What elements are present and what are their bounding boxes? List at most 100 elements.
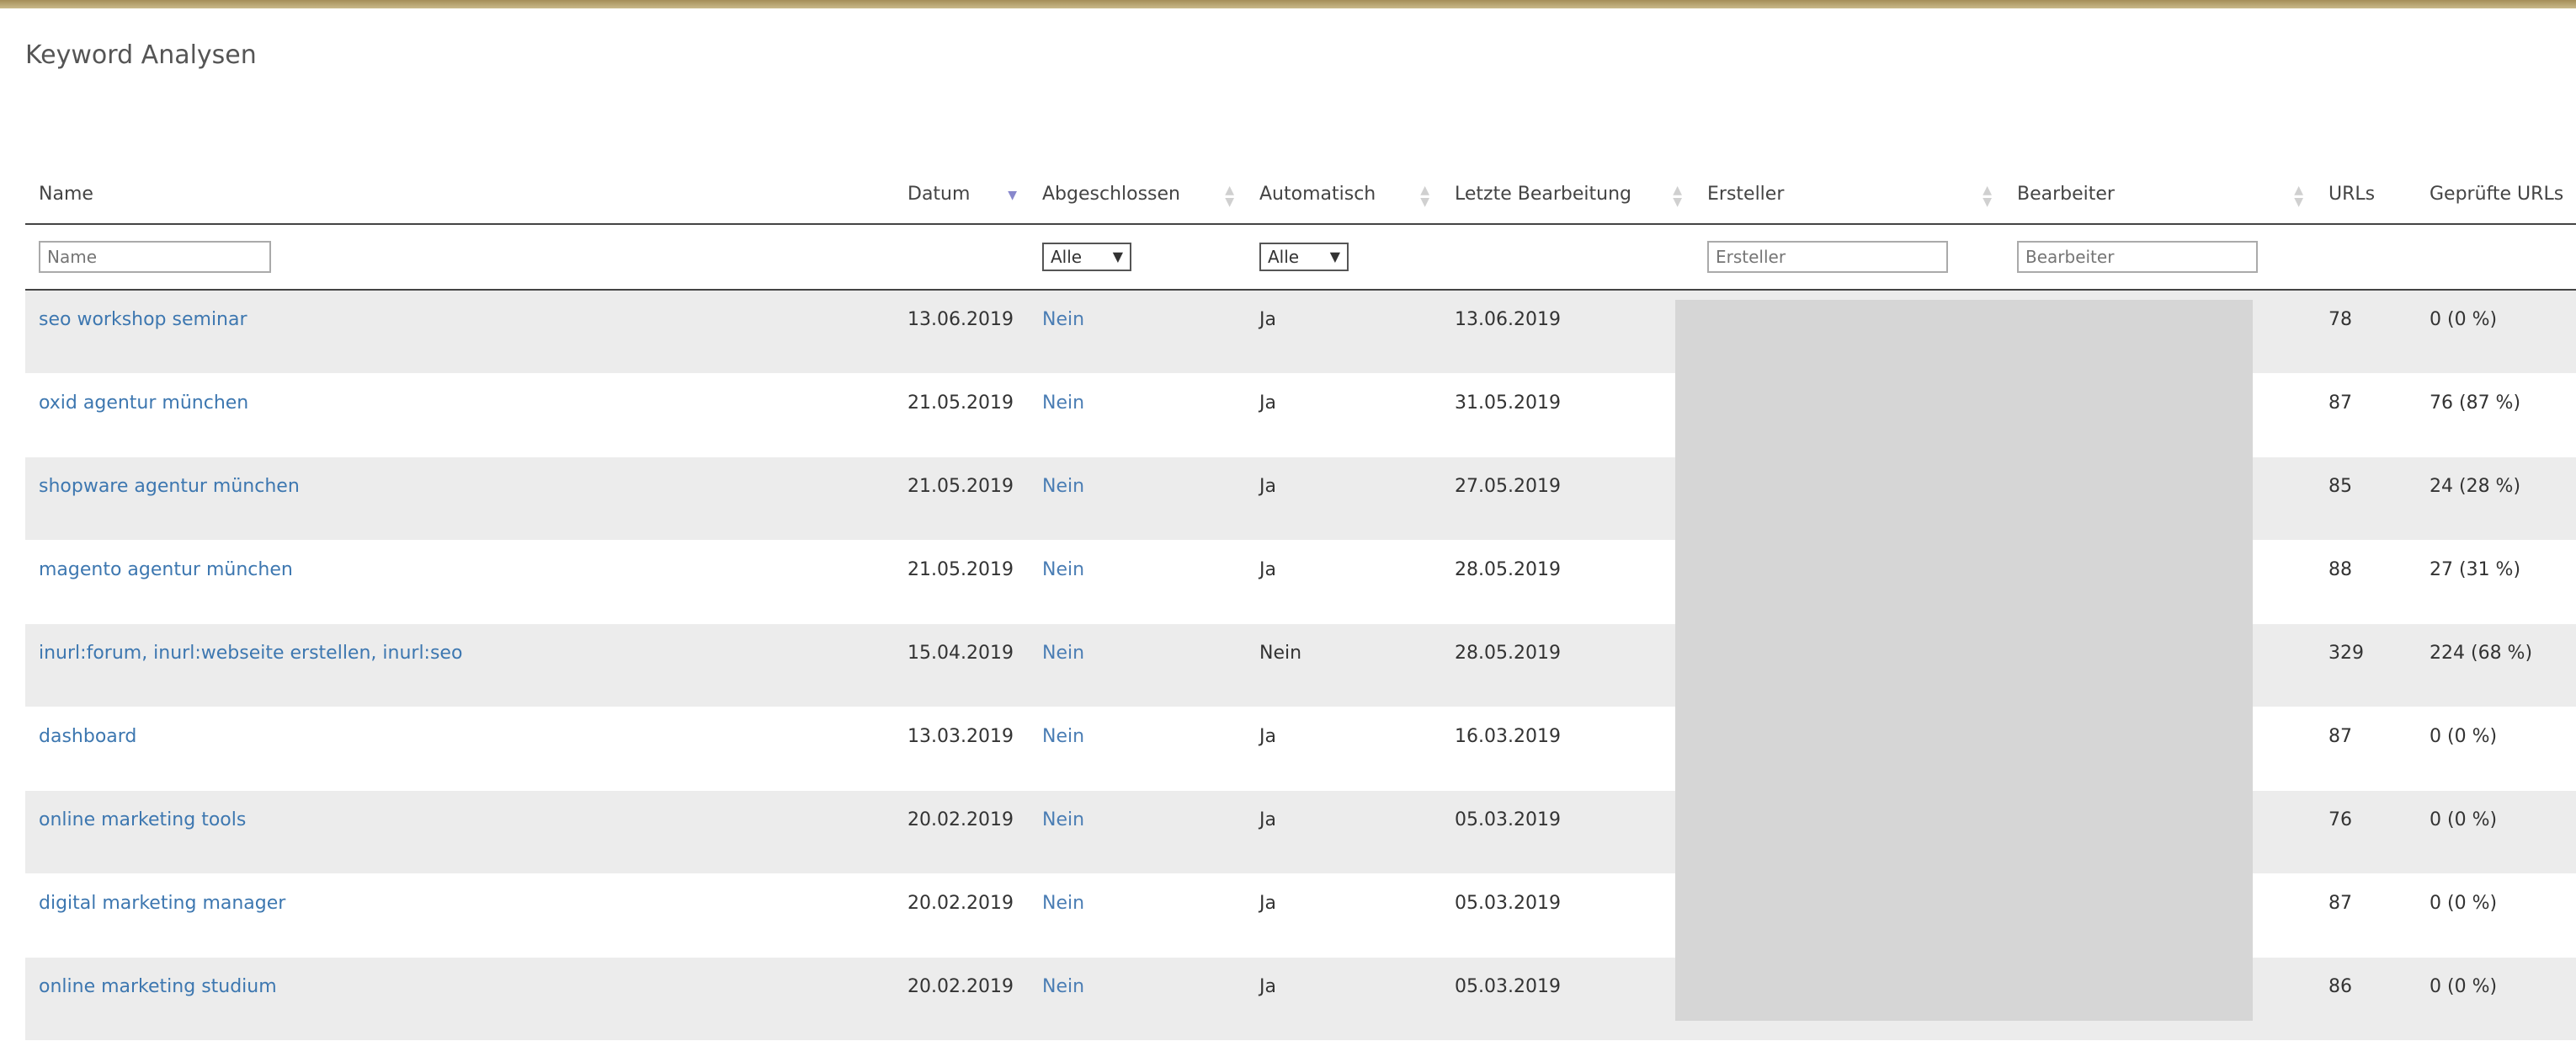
column-header-datum[interactable]: Datum ▼	[894, 164, 1029, 225]
top-accent-bar	[0, 0, 2576, 8]
keyword-analysis-link[interactable]: dashboard	[39, 725, 137, 747]
sort-both-icon[interactable]: ▲ ▼	[1983, 184, 1992, 209]
abgeschlossen-cell: Nein	[1042, 725, 1085, 747]
letzte-bearbeitung-cell: 05.03.2019	[1441, 957, 1694, 1041]
sort-both-icon[interactable]: ▲ ▼	[1225, 184, 1234, 209]
datum-cell: 21.05.2019	[894, 540, 1029, 624]
automatisch-cell: Ja	[1259, 309, 1276, 330]
automatisch-cell: Ja	[1259, 558, 1276, 580]
table-row[interactable]: online marketing tools 20.02.2019 Nein Ja 05…	[25, 790, 2576, 874]
filter-cell-empty	[894, 224, 1029, 291]
column-header-name[interactable]: Name	[25, 164, 894, 225]
datum-cell: 13.03.2019	[894, 707, 1029, 791]
column-header-gepruefte-urls[interactable]: Geprüfte URLs	[2416, 164, 2576, 225]
gepruefte-urls-cell: 0 (0 %)	[2430, 975, 2498, 997]
automatisch-cell: Ja	[1259, 975, 1276, 997]
ersteller-filter-input[interactable]	[1707, 241, 1948, 273]
column-header-urls[interactable]: URLs	[2315, 164, 2416, 225]
dropdown-arrow-icon: ▼	[1112, 248, 1123, 264]
automatisch-cell: Ja	[1246, 456, 1441, 541]
automatisch-filter-select[interactable]: Alle ▼	[1259, 243, 1349, 271]
keyword-analysis-link[interactable]: oxid agentur münchen	[39, 392, 249, 414]
gepruefte-urls-cell: 0 (0 %)	[2416, 290, 2576, 374]
column-header-bearbeiter[interactable]: Bearbeiter ▲ ▼	[2004, 164, 2315, 225]
letzte-bearbeitung-cell: 13.06.2019	[1441, 290, 1694, 374]
keyword-analysis-cell: seo workshop seminar	[25, 290, 894, 374]
sort-desc-icon[interactable]: ▼	[1008, 189, 1017, 202]
automatisch-cell: Ja	[1259, 475, 1276, 497]
automatisch-cell: Ja	[1246, 707, 1441, 791]
sort-both-icon[interactable]: ▲ ▼	[2294, 184, 2303, 209]
letzte-bearbeitung-cell: 28.05.2019	[1455, 642, 1561, 664]
automatisch-cell: Ja	[1259, 392, 1276, 414]
urls-cell: 88	[2329, 558, 2352, 580]
keyword-analysis-cell: digital marketing manager	[25, 873, 894, 958]
keyword-analysis-link[interactable]: magento agentur münchen	[39, 558, 293, 580]
column-header-automatisch[interactable]: Automatisch ▲ ▼	[1246, 164, 1441, 225]
column-header-ersteller[interactable]: Ersteller ▲ ▼	[1694, 164, 2004, 225]
letzte-bearbeitung-cell: 31.05.2019	[1441, 373, 1694, 457]
datum-cell: 13.06.2019	[894, 290, 1029, 374]
automatisch-cell: Ja	[1246, 873, 1441, 958]
datum-cell: 20.02.2019	[907, 975, 1014, 997]
abgeschlossen-cell: Nein	[1029, 873, 1246, 958]
datum-cell: 15.04.2019	[894, 623, 1029, 707]
abgeschlossen-cell: Nein	[1042, 475, 1085, 497]
abgeschlossen-cell: Nein	[1042, 558, 1085, 580]
filter-cell-empty	[2416, 224, 2576, 291]
column-header-abgeschlossen[interactable]: Abgeschlossen ▲ ▼	[1029, 164, 1246, 225]
keyword-analysis-link[interactable]: online marketing tools	[39, 809, 247, 830]
keyword-analysis-cell: online marketing studium	[25, 957, 894, 1041]
datum-cell: 21.05.2019	[894, 456, 1029, 541]
urls-cell: 87	[2315, 373, 2416, 457]
letzte-bearbeitung-cell: 16.03.2019	[1441, 707, 1694, 791]
keyword-analysis-link[interactable]: digital marketing manager	[39, 892, 286, 914]
column-header-letzte-bearbeitung[interactable]: Letzte Bearbeitung ▲ ▼	[1441, 164, 1694, 225]
table-row[interactable]: digital marketing manager 20.02.2019 Nein J…	[25, 873, 2576, 958]
filter-cell-bearbeiter	[2004, 224, 2315, 291]
name-filter-input[interactable]	[39, 241, 271, 273]
keyword-analysis-link[interactable]: shopware agentur münchen	[39, 475, 300, 497]
keyword-analysis-link[interactable]: online marketing studium	[39, 975, 277, 997]
column-header-label: Ersteller	[1707, 183, 1785, 205]
urls-cell: 85	[2315, 456, 2416, 541]
automatisch-cell: Ja	[1259, 725, 1276, 747]
abgeschlossen-cell: Nein	[1029, 540, 1246, 624]
column-header-label: Bearbeiter	[2017, 183, 2115, 205]
filter-cell-name	[25, 224, 894, 291]
column-header-label: URLs	[2329, 183, 2376, 205]
abgeschlossen-filter-select[interactable]: Alle ▼	[1042, 243, 1131, 271]
abgeschlossen-cell: Nein	[1029, 456, 1246, 541]
letzte-bearbeitung-cell: 05.03.2019	[1455, 975, 1561, 997]
keyword-analysis-link[interactable]: inurl:forum, inurl:webseite erstellen, i…	[39, 642, 463, 664]
select-value: Alle	[1051, 247, 1083, 267]
urls-cell: 78	[2315, 290, 2416, 374]
sort-both-icon[interactable]: ▲ ▼	[1673, 184, 1682, 209]
column-header-label: Name	[39, 183, 93, 205]
abgeschlossen-cell: Nein	[1042, 975, 1085, 997]
keyword-analysis-cell: dashboard	[25, 707, 894, 791]
filter-cell-empty	[2315, 224, 2416, 291]
gepruefte-urls-cell: 27 (31 %)	[2430, 558, 2521, 580]
urls-cell: 87	[2315, 873, 2416, 958]
abgeschlossen-cell: Nein	[1029, 957, 1246, 1041]
datum-cell: 20.02.2019	[894, 873, 1029, 958]
gepruefte-urls-cell: 76 (87 %)	[2416, 373, 2576, 457]
table-row[interactable]: shopware agentur münchen 21.05.2019 Nein Ja…	[25, 456, 2576, 541]
abgeschlossen-cell: Nein	[1042, 309, 1085, 330]
keyword-analysis-link[interactable]: seo workshop seminar	[39, 309, 247, 330]
abgeschlossen-cell: Nein	[1042, 392, 1085, 414]
gepruefte-urls-cell: 0 (0 %)	[2416, 707, 2576, 791]
abgeschlossen-cell: Nein	[1042, 809, 1085, 830]
urls-cell: 87	[2329, 725, 2352, 747]
automatisch-cell: Ja	[1246, 373, 1441, 457]
filter-cell-ersteller	[1694, 224, 2004, 291]
bearbeiter-filter-input[interactable]	[2017, 241, 2258, 273]
letzte-bearbeitung-cell: 27.05.2019	[1455, 475, 1561, 497]
keyword-analysis-cell: magento agentur münchen	[25, 540, 894, 624]
letzte-bearbeitung-cell: 28.05.2019	[1455, 558, 1561, 580]
filter-cell-abgeschlossen: Alle ▼	[1029, 224, 1246, 291]
letzte-bearbeitung-cell: 28.05.2019	[1441, 623, 1694, 707]
urls-cell: 85	[2329, 475, 2352, 497]
sort-both-icon[interactable]: ▲ ▼	[1420, 184, 1429, 209]
